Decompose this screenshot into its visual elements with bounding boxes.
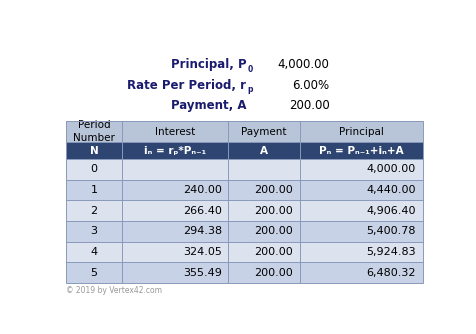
Bar xyxy=(66,159,422,180)
Bar xyxy=(66,200,422,221)
Text: 3: 3 xyxy=(90,226,97,236)
Bar xyxy=(66,180,422,200)
Text: 5: 5 xyxy=(90,268,97,278)
Text: 200.00: 200.00 xyxy=(288,99,329,112)
Bar xyxy=(66,142,422,159)
Bar xyxy=(66,242,422,263)
Text: 4,000.00: 4,000.00 xyxy=(366,165,415,174)
Text: A: A xyxy=(259,146,268,156)
Text: 200.00: 200.00 xyxy=(254,185,292,195)
Text: 5,400.78: 5,400.78 xyxy=(366,226,415,236)
Text: 266.40: 266.40 xyxy=(182,206,221,216)
Text: p: p xyxy=(247,85,252,94)
Text: 6.00%: 6.00% xyxy=(292,78,329,92)
Text: N: N xyxy=(89,146,98,156)
Bar xyxy=(66,221,422,242)
Text: 5,924.83: 5,924.83 xyxy=(366,247,415,257)
Text: Period
Number: Period Number xyxy=(73,121,115,143)
Text: 294.38: 294.38 xyxy=(182,226,221,236)
Text: Principal: Principal xyxy=(338,127,383,137)
Text: 4,000.00: 4,000.00 xyxy=(277,58,329,71)
Text: Payment: Payment xyxy=(241,127,286,137)
Text: 4,906.40: 4,906.40 xyxy=(366,206,415,216)
Text: 200.00: 200.00 xyxy=(254,206,292,216)
Text: Payment, A: Payment, A xyxy=(170,99,246,112)
Text: 6,480.32: 6,480.32 xyxy=(366,268,415,278)
Text: 240.00: 240.00 xyxy=(182,185,221,195)
Text: 0: 0 xyxy=(247,65,252,73)
Text: iₙ = rₚ*Pₙ₋₁: iₙ = rₚ*Pₙ₋₁ xyxy=(144,146,206,156)
Text: 2: 2 xyxy=(90,206,97,216)
Text: Interest: Interest xyxy=(155,127,195,137)
Bar xyxy=(66,263,422,283)
Text: 4: 4 xyxy=(90,247,97,257)
Text: 200.00: 200.00 xyxy=(254,247,292,257)
Bar xyxy=(66,121,422,283)
Text: 0: 0 xyxy=(90,165,97,174)
Bar xyxy=(66,121,422,142)
Text: 4,440.00: 4,440.00 xyxy=(366,185,415,195)
Text: 200.00: 200.00 xyxy=(254,268,292,278)
Text: 355.49: 355.49 xyxy=(182,268,221,278)
Text: 200.00: 200.00 xyxy=(254,226,292,236)
Text: 1: 1 xyxy=(90,185,97,195)
Text: Rate Per Period, r: Rate Per Period, r xyxy=(127,78,246,92)
Text: Principal, P: Principal, P xyxy=(170,58,246,71)
Text: Pₙ = Pₙ₋₁+iₙ+A: Pₙ = Pₙ₋₁+iₙ+A xyxy=(318,146,403,156)
Text: 324.05: 324.05 xyxy=(182,247,221,257)
Text: © 2019 by Vertex42.com: © 2019 by Vertex42.com xyxy=(66,286,162,295)
